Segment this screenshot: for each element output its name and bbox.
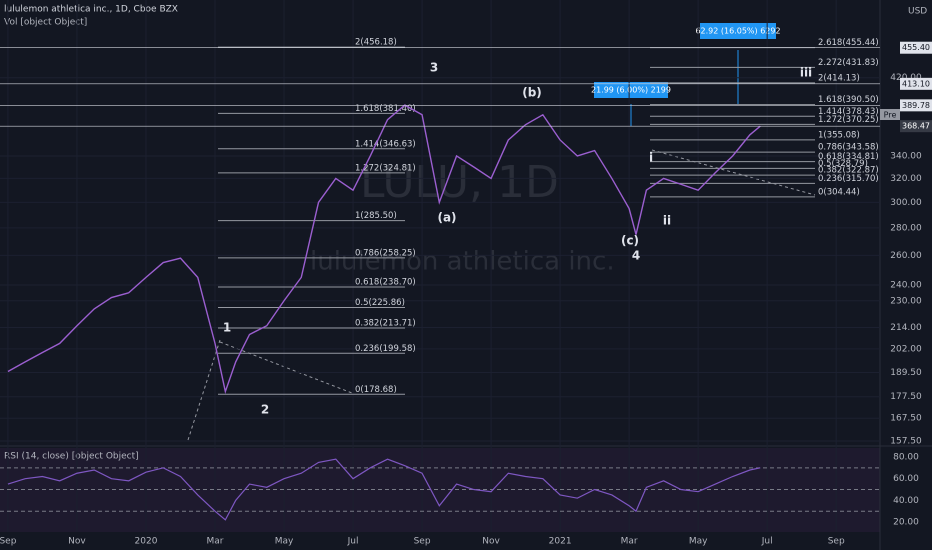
pre-label: Pre bbox=[884, 111, 897, 120]
measure-label: 21.99 (6.00%) 2199 bbox=[591, 86, 671, 95]
price-label: 389.78 bbox=[902, 101, 930, 110]
x-tick-label: Nov bbox=[482, 537, 500, 547]
y-tick-label: 320.00 bbox=[890, 174, 922, 184]
trend-line bbox=[651, 149, 816, 196]
y-tick-label: 260.00 bbox=[890, 251, 922, 261]
fib-label: 0.618(334.81) bbox=[818, 152, 879, 162]
fib-label: 0.236(199.58) bbox=[355, 344, 416, 354]
rsi-title: RSI (14, close) [object Object] bbox=[4, 452, 139, 462]
wave-label: 2 bbox=[261, 403, 269, 417]
subtitle: Vol [object Object] bbox=[4, 18, 87, 28]
currency: USD bbox=[908, 7, 927, 17]
fib-label: 1(355.08) bbox=[818, 130, 860, 140]
y-tick-label: 214.00 bbox=[890, 323, 922, 333]
x-tick-label: Sep bbox=[414, 537, 431, 547]
fib-label: 1.618(390.50) bbox=[818, 95, 879, 105]
wave-label: 3 bbox=[430, 61, 438, 75]
y-tick-label: 340.00 bbox=[890, 151, 922, 161]
fib-label: 0.618(238.70) bbox=[355, 278, 416, 288]
watermark-name: lululemon athletica inc. bbox=[310, 247, 615, 277]
wave-label: (a) bbox=[437, 211, 456, 225]
wave-label: 4 bbox=[632, 249, 640, 263]
wave-label: (c) bbox=[621, 234, 639, 248]
x-tick-label: Sep bbox=[828, 537, 845, 547]
y-tick-label: 167.50 bbox=[890, 414, 922, 424]
price-label: 368.47 bbox=[902, 122, 930, 131]
y-tick-label: 202.00 bbox=[890, 344, 922, 354]
fib-label: 2.272(431.83) bbox=[818, 58, 879, 68]
wave-label: 1 bbox=[223, 321, 231, 335]
x-tick-label: May bbox=[689, 537, 708, 547]
price-label: 455.40 bbox=[902, 43, 930, 52]
fib-label: 1.272(370.25) bbox=[818, 115, 879, 125]
rsi-tick-label: 20.00 bbox=[893, 518, 919, 528]
y-tick-label: 280.00 bbox=[890, 223, 922, 233]
price-label: 413.10 bbox=[902, 79, 930, 88]
fib-label: 0.786(343.58) bbox=[818, 143, 879, 153]
y-tick-label: 240.00 bbox=[890, 280, 922, 290]
x-tick-label: Jul bbox=[761, 537, 773, 547]
rsi-tick-label: 80.00 bbox=[893, 452, 919, 462]
fib-label: 0.236(315.70) bbox=[818, 174, 879, 184]
fib-label: 1.272(324.81) bbox=[355, 163, 416, 173]
rsi-tick-label: 60.00 bbox=[893, 474, 919, 484]
wave-label: iii bbox=[800, 66, 812, 80]
rsi-pane bbox=[0, 448, 880, 532]
watermark: LULU, 1D bbox=[360, 157, 559, 208]
fib-label: 0.382(322.87) bbox=[818, 166, 879, 176]
wave-label: ii bbox=[663, 214, 671, 228]
x-tick-label: Mar bbox=[621, 537, 638, 547]
x-tick-label: 2020 bbox=[135, 537, 158, 547]
wave-label: i bbox=[649, 151, 653, 165]
price-box bbox=[900, 41, 932, 54]
measure-box bbox=[594, 82, 668, 98]
x-tick-label: Mar bbox=[207, 537, 224, 547]
x-tick-label: May bbox=[275, 537, 294, 547]
x-tick-label: Jul bbox=[347, 537, 359, 547]
fib-label: 1.618(381.40) bbox=[355, 104, 416, 114]
x-tick-label: Nov bbox=[68, 537, 86, 547]
pre-box bbox=[880, 109, 900, 120]
price-box bbox=[900, 77, 932, 90]
x-tick-label: 2021 bbox=[549, 537, 572, 547]
fib-label: 0(178.68) bbox=[355, 385, 397, 395]
fib-label: 0.5(225.86) bbox=[355, 298, 405, 308]
fib-label: 1.414(378.43) bbox=[818, 107, 879, 117]
y-tick-label: 230.00 bbox=[890, 296, 922, 306]
price-box bbox=[900, 99, 932, 112]
y-tick-label: 300.00 bbox=[890, 198, 922, 208]
fib-label: 2(456.18) bbox=[355, 38, 397, 48]
fib-label: 2.618(455.44) bbox=[818, 38, 879, 48]
fib-label: 0.5(328.79) bbox=[818, 159, 868, 169]
fib-label: 0.382(213.71) bbox=[355, 318, 416, 328]
fib-label: 1(285.50) bbox=[355, 211, 397, 221]
y-tick-label: 189.50 bbox=[890, 368, 922, 378]
fib-label: 0(304.44) bbox=[818, 187, 860, 197]
x-tick-label: Sep bbox=[0, 537, 17, 547]
price-box bbox=[900, 120, 932, 133]
rsi-tick-label: 40.00 bbox=[893, 496, 919, 506]
title: lululemon athletica inc., 1D, Cboe BZX bbox=[4, 5, 178, 15]
y-tick-label: 157.50 bbox=[890, 437, 922, 447]
fib-label: 1.414(346.63) bbox=[355, 139, 416, 149]
wave-label: (b) bbox=[522, 86, 542, 100]
fib-label: 2(414.13) bbox=[818, 73, 860, 83]
rsi-line bbox=[7, 458, 761, 521]
measure-label: 62.92 (16.05%) 6292 bbox=[695, 27, 780, 36]
measure-box bbox=[700, 23, 776, 39]
fib-label: 0.786(258.25) bbox=[355, 248, 416, 258]
price-line bbox=[7, 104, 761, 395]
y-tick-label: 177.50 bbox=[890, 392, 922, 402]
